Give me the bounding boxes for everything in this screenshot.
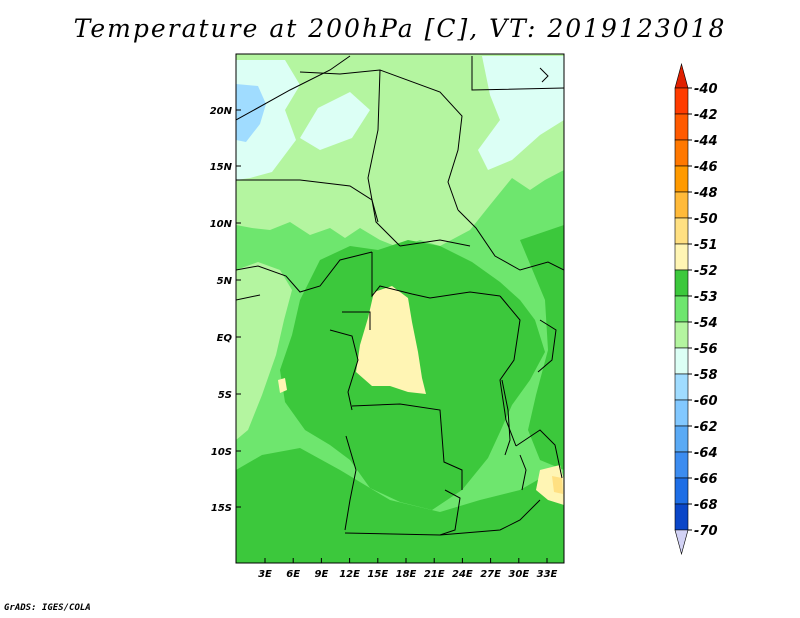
lon-label: 15E	[367, 569, 388, 580]
lat-label: 15N	[210, 162, 233, 173]
colorbar-label: -44	[694, 134, 718, 149]
lon-label: 18E	[396, 569, 417, 580]
colorbar-swatch	[674, 87, 689, 115]
colorbar-label: -60	[694, 394, 718, 409]
colorbar-swatch	[674, 269, 689, 297]
colorbar-swatch	[674, 243, 689, 271]
map-title: Temperature at 200hPa [C], VT: 201912301…	[73, 14, 727, 43]
colorbar-label: -40	[694, 82, 718, 97]
lon-label: 3E	[258, 569, 272, 580]
colorbar-label: -51	[694, 238, 718, 253]
lon-label: 27E	[480, 569, 501, 580]
lon-label: 6E	[286, 569, 300, 580]
region-minus-58	[236, 84, 266, 142]
colorbar-label: -64	[694, 446, 718, 461]
colorbar-swatch	[674, 477, 689, 505]
lon-label: 24E	[452, 569, 473, 580]
colorbar-label: -68	[694, 498, 718, 513]
colorbar-label: -46	[694, 160, 718, 175]
lat-label: 15S	[211, 503, 232, 514]
colorbar-label: -54	[694, 316, 718, 331]
colorbar-label: -70	[694, 524, 718, 539]
lakes	[501, 67, 549, 491]
lat-label: 5S	[218, 390, 232, 401]
lat-label: 10N	[210, 219, 233, 230]
colorbar-swatch	[674, 425, 689, 453]
lat-label: 20N	[210, 106, 233, 117]
region-minus-56-center	[300, 92, 370, 150]
colorbar-bottom-arrow	[674, 529, 689, 556]
grads-credit: GrADS: IGES/COLA	[4, 603, 91, 613]
region-minus-51-southeast	[536, 465, 564, 505]
lat-label: 5N	[217, 276, 233, 287]
lon-label: 12E	[339, 569, 360, 580]
colorbar-label: -53	[694, 290, 718, 305]
lon-label: 21E	[424, 569, 445, 580]
region-minus-51-central	[356, 286, 426, 394]
colorbar-swatch	[674, 347, 689, 375]
colorbar-swatch	[674, 139, 689, 167]
colorbar-swatch	[674, 321, 689, 349]
colorbar-label: -66	[694, 472, 718, 487]
region-minus-54-west	[236, 262, 292, 440]
colorbar-swatch	[674, 399, 689, 427]
colorbar-top-arrow	[674, 62, 689, 89]
colorbar: -40 -42 -44 -46 -48 -50 -51 -52 -53 -54 -56 -58 -60 -…	[674, 62, 718, 556]
temperature-field	[236, 54, 564, 563]
colorbar-label: -56	[694, 342, 718, 357]
region-minus-52-south	[236, 448, 564, 563]
longitude-axis: 3E 6E 9E 12E 15E 18E 21E 24E 27E 30E 33E	[258, 558, 558, 580]
latitude-axis: 20N 15N 10N 5N EQ 5S 10S 15S	[210, 106, 241, 514]
country-borders	[236, 55, 564, 536]
region-minus-50	[552, 476, 563, 494]
colorbar-swatch	[674, 217, 689, 245]
map-frame	[235, 53, 565, 564]
region-minus-54-north	[236, 54, 564, 248]
lon-label: 30E	[508, 569, 529, 580]
lon-label: 9E	[315, 569, 329, 580]
colorbar-swatch	[674, 503, 689, 531]
colorbar-label: -58	[694, 368, 718, 383]
lat-label: EQ	[217, 333, 233, 344]
colorbar-swatch	[674, 295, 689, 323]
colorbar-label: -42	[694, 108, 718, 123]
region-minus-52-east	[520, 225, 564, 470]
colorbar-swatch	[674, 165, 689, 193]
region-minus-56-ne	[478, 56, 564, 170]
lon-label: 33E	[537, 569, 558, 580]
colorbar-swatch	[674, 373, 689, 401]
colorbar-label: -50	[694, 212, 718, 227]
colorbar-swatch	[674, 191, 689, 219]
lat-label: 10S	[211, 447, 232, 458]
colorbar-label: -52	[694, 264, 718, 279]
colorbar-label: -48	[694, 186, 718, 201]
region-minus-51-small	[278, 378, 287, 393]
colorbar-swatch	[674, 113, 689, 141]
colorbar-swatch	[674, 451, 689, 479]
colorbar-label: -62	[694, 420, 718, 435]
